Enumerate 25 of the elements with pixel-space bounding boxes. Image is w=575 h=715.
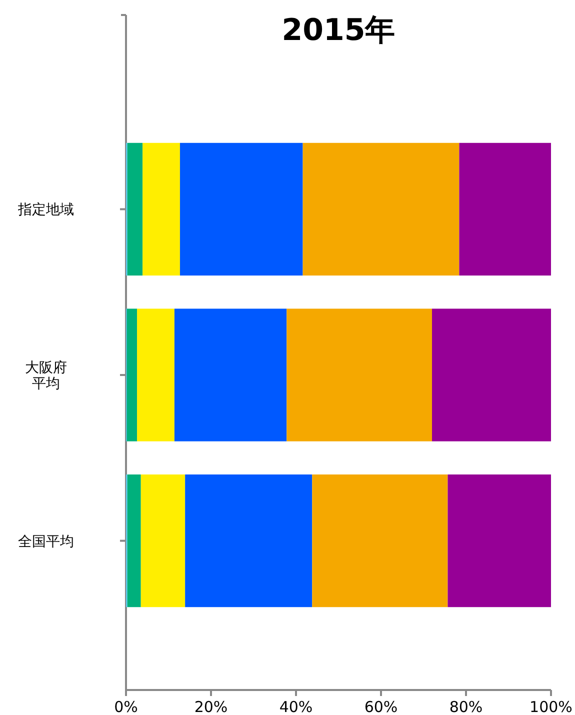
x-tick-label: 60% (364, 698, 398, 715)
bar (127, 142, 143, 276)
x-tick-label: 20% (194, 698, 228, 715)
x-tick-label: 100% (530, 698, 572, 715)
bar (286, 308, 432, 442)
bar (137, 308, 174, 442)
bar (302, 142, 460, 276)
bar (180, 142, 303, 276)
bar (126, 308, 138, 442)
bar (185, 474, 312, 608)
chart-title: 2015年 (282, 13, 396, 48)
y-tick-label: 大阪府平均 (25, 360, 67, 392)
bar (432, 308, 551, 442)
bar (127, 474, 141, 608)
bar (448, 474, 551, 608)
bar (459, 142, 551, 276)
x-tick-label: 80% (449, 698, 483, 715)
bar (312, 474, 448, 608)
y-tick-label: 指定地域 (17, 202, 74, 218)
bar (140, 474, 186, 608)
y-tick-label: 全国平均 (18, 534, 74, 550)
bar (174, 308, 287, 442)
bar (142, 142, 180, 276)
x-tick-label: 40% (279, 698, 313, 715)
x-tick-label: 0% (114, 698, 138, 715)
